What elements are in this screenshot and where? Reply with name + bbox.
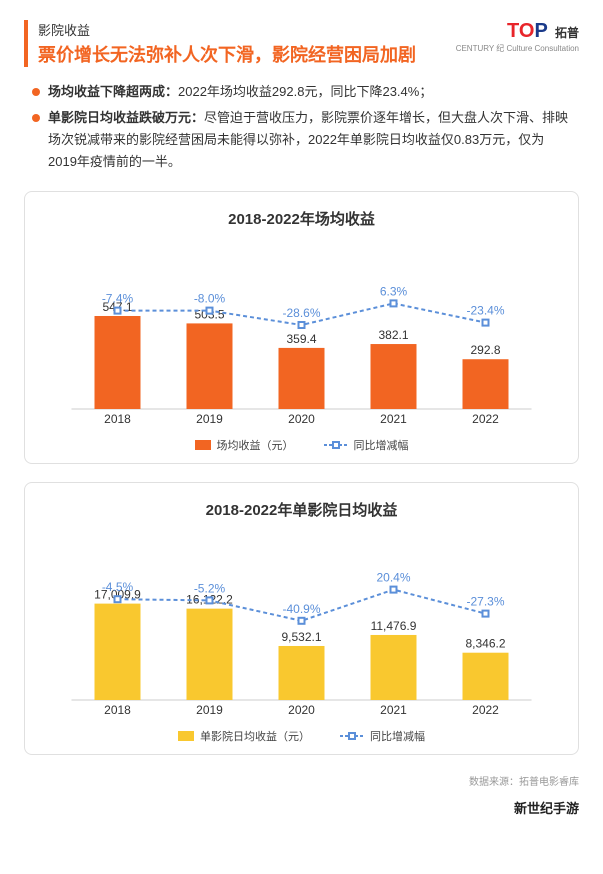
chart1-card: 2018-2022年场均收益 547.12018503.52019359.420… [24, 191, 579, 464]
svg-text:2020: 2020 [288, 703, 315, 717]
logo-t: T [507, 20, 519, 42]
bullet-1-text: 场均收益下降超两成：2022年场均收益292.8元，同比下降23.4%； [48, 81, 432, 103]
legend-box-icon [178, 731, 194, 741]
bullet-2: 单影院日均收益跌破万元：尽管迫于营收压力，影院票价逐年增长，但大盘人次下滑、排映… [32, 107, 571, 173]
bullet-dot-icon [32, 88, 40, 96]
svg-text:2020: 2020 [288, 412, 315, 426]
chart2-legend-bar-label: 单影院日均收益（元） [200, 728, 310, 744]
chart1-svg: 547.12018503.52019359.42020382.12021292.… [43, 249, 560, 429]
header: 影院收益 票价增长无法弥补人次下滑，影院经营困局加剧 TOP 拓普 CENTUR… [24, 20, 579, 67]
chart2-legend-line: 同比增减幅 [340, 728, 425, 744]
svg-text:382.1: 382.1 [378, 328, 408, 342]
chart1-legend-line-label: 同比增减幅 [354, 437, 409, 453]
chart1-area: 547.12018503.52019359.42020382.12021292.… [43, 249, 560, 429]
chart1-legend-bar: 场均收益（元） [195, 437, 294, 453]
bullet-2-text: 单影院日均收益跌破万元：尽管迫于营收压力，影院票价逐年增长，但大盘人次下滑、排映… [48, 107, 571, 173]
legend-box-icon [195, 440, 211, 450]
chart2-legend-line-label: 同比增减幅 [370, 728, 425, 744]
svg-text:2021: 2021 [380, 412, 407, 426]
chart2-area: 17,009.9201816,122.220199,532.1202011,47… [43, 540, 560, 720]
svg-text:20.4%: 20.4% [376, 571, 410, 585]
page: 影院收益 票价增长无法弥补人次下滑，影院经营困局加剧 TOP 拓普 CENTUR… [0, 0, 603, 874]
header-subtitle: 影院收益 [38, 20, 416, 39]
chart2-legend: 单影院日均收益（元） 同比增减幅 [43, 728, 560, 744]
svg-text:2019: 2019 [196, 703, 223, 717]
legend-line-icon [340, 731, 364, 741]
bullet-1: 场均收益下降超两成：2022年场均收益292.8元，同比下降23.4%； [32, 81, 571, 103]
chart1-title: 2018-2022年场均收益 [43, 208, 560, 229]
header-title: 票价增长无法弥补人次下滑，影院经营困局加剧 [38, 41, 416, 67]
bullet-dot-icon [32, 114, 40, 122]
svg-text:8,346.2: 8,346.2 [465, 637, 505, 651]
svg-text:11,476.9: 11,476.9 [371, 619, 417, 633]
svg-text:-4.5%: -4.5% [102, 581, 134, 595]
svg-text:2018: 2018 [104, 703, 131, 717]
svg-text:-40.9%: -40.9% [282, 602, 320, 616]
logo-o: O [519, 20, 535, 42]
chart2-legend-bar: 单影院日均收益（元） [178, 728, 310, 744]
svg-text:2022: 2022 [472, 412, 499, 426]
chart2-card: 2018-2022年单影院日均收益 17,009.9201816,122.220… [24, 482, 579, 755]
data-source: 数据来源：拓普电影睿库 [24, 773, 579, 788]
logo-text: TOP 拓普 [456, 20, 579, 43]
svg-text:9,532.1: 9,532.1 [281, 630, 321, 644]
svg-text:-27.3%: -27.3% [466, 595, 504, 609]
svg-text:292.8: 292.8 [470, 344, 500, 358]
svg-text:359.4: 359.4 [286, 332, 316, 346]
svg-text:2022: 2022 [472, 703, 499, 717]
svg-text:-7.4%: -7.4% [102, 292, 134, 306]
chart1-legend-line: 同比增减幅 [324, 437, 409, 453]
bullets: 场均收益下降超两成：2022年场均收益292.8元，同比下降23.4%； 单影院… [32, 81, 571, 173]
chart1-legend-bar-label: 场均收益（元） [217, 437, 294, 453]
chart1-legend: 场均收益（元） 同比增减幅 [43, 437, 560, 453]
svg-text:2021: 2021 [380, 703, 407, 717]
svg-text:2018: 2018 [104, 412, 131, 426]
svg-text:-23.4%: -23.4% [466, 304, 504, 318]
logo: TOP 拓普 CENTURY 纪 Culture Consultation [456, 20, 579, 54]
logo-sub: CENTURY 纪 Culture Consultation [456, 43, 579, 54]
header-left: 影院收益 票价增长无法弥补人次下滑，影院经营困局加剧 [24, 20, 416, 67]
svg-text:2019: 2019 [196, 412, 223, 426]
svg-text:-28.6%: -28.6% [282, 306, 320, 320]
logo-p: P [534, 20, 547, 42]
svg-text:6.3%: 6.3% [380, 285, 408, 299]
legend-line-icon [324, 440, 348, 450]
chart2-svg: 17,009.9201816,122.220199,532.1202011,47… [43, 540, 560, 720]
footer-text: 新世纪手游 [24, 798, 579, 817]
chart2-title: 2018-2022年单影院日均收益 [43, 499, 560, 520]
logo-cn: 拓普 [555, 26, 579, 40]
svg-text:-8.0%: -8.0% [194, 292, 226, 306]
svg-text:-5.2%: -5.2% [194, 582, 226, 596]
